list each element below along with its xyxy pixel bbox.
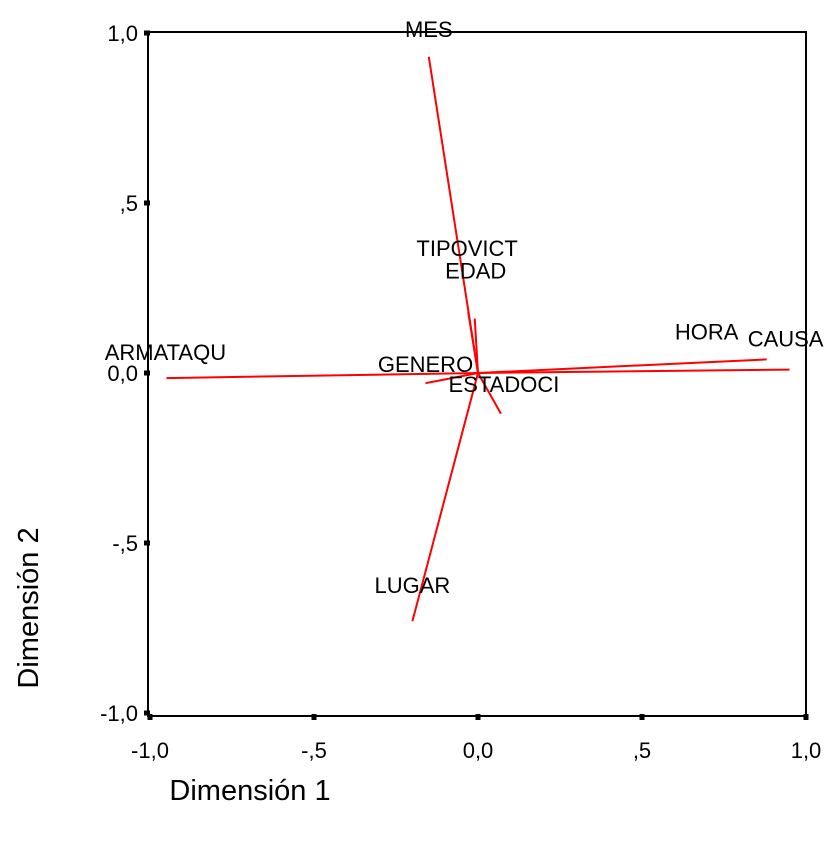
vector-label-causa: CAUSA [748,327,824,352]
y-tick-label: 1,0 [107,21,138,46]
x-tick-label: 0,0 [463,738,494,763]
axis-ticks: -1,0 -,5 0,0 ,5 1,0 1,0 ,5 0,0 -,5 -1,0 [100,21,821,763]
vector-label-edad: EDAD [445,259,506,284]
y-axis-title: Dimensión 2 [13,527,45,688]
y-tick-label: ,5 [120,191,138,216]
vector-label-genero: GENERO [378,352,473,377]
x-tick-label: ,5 [633,738,651,763]
vector-line-tipovict [467,311,479,374]
x-tick-label: -,5 [301,738,327,763]
vector-label-lugar: LUGAR [375,573,451,598]
x-axis-title: Dimensión 1 [169,775,330,807]
y-tick-label: -1,0 [100,701,138,726]
vector-label-armataqu: ARMATAQU [105,340,226,365]
vector-lines [166,56,790,622]
y-tick-label: 0,0 [107,361,138,386]
vector-label-tipovict: TIPOVICT [416,236,517,261]
vector-line-causa [477,368,790,374]
vector-line-armataqu [166,372,479,380]
vector-line-edad [473,318,479,374]
vector-line-estadoci [477,372,502,415]
vector-label-hora: HORA [675,319,739,344]
vector-label-estadoci: ESTADOCI [449,372,560,397]
y-tick-label: -,5 [112,531,138,556]
vector-line-genero [425,372,479,385]
x-tick-label: 1,0 [791,738,822,763]
vector-line-lugar [411,372,479,622]
vector-label-mes: MES [405,17,453,42]
x-tick-label: -1,0 [131,738,169,763]
vector-line-hora [477,358,767,374]
